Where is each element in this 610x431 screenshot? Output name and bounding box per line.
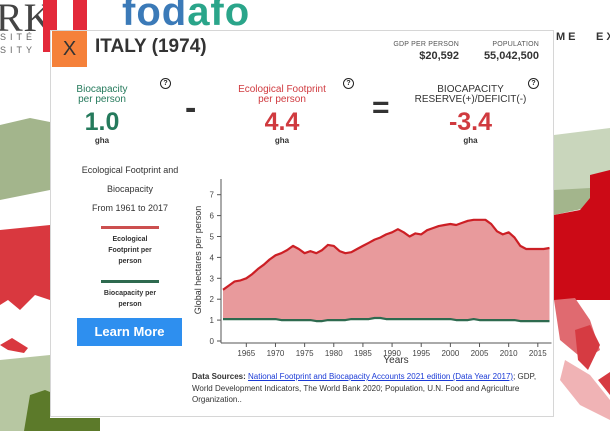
y-axis-label: Global hectares per person xyxy=(193,206,203,315)
biocapacity-legend-swatch xyxy=(101,280,159,283)
country-detail-modal: X ITALY (1974) GDP PER PERSON $20,592 PO… xyxy=(50,30,554,417)
svg-text:1970: 1970 xyxy=(267,349,285,358)
gdp-label: GDP PER PERSON xyxy=(393,41,459,48)
footprint-legend-swatch xyxy=(101,226,159,229)
population-value: 55,042,500 xyxy=(483,50,539,62)
chart-legend: Ecological Footprint and Biocapacity Fro… xyxy=(71,161,189,310)
nav-item-explore[interactable]: EX xyxy=(596,31,610,43)
reserve-metric: BIOCAPACITY RESERVE(+)/DEFICIT(-) -3.4 g… xyxy=(403,85,538,146)
svg-text:2010: 2010 xyxy=(500,349,518,358)
svg-text:1975: 1975 xyxy=(296,349,314,358)
svg-text:6: 6 xyxy=(210,212,215,221)
reserve-value: -3.4 xyxy=(448,108,493,136)
svg-text:1995: 1995 xyxy=(412,349,430,358)
svg-text:2000: 2000 xyxy=(441,349,459,358)
legend-title-3: From 1961 to 2017 xyxy=(91,203,169,213)
university-logo-sub2: SITY xyxy=(0,45,37,55)
svg-text:7: 7 xyxy=(210,191,215,200)
learn-more-button[interactable]: Learn More xyxy=(77,318,182,346)
svg-text:0: 0 xyxy=(210,337,215,346)
help-icon[interactable]: ? xyxy=(343,78,354,89)
biocapacity-value: 1.0 xyxy=(84,108,120,136)
svg-text:1: 1 xyxy=(210,316,215,325)
gdp-value: $20,592 xyxy=(419,50,459,62)
footprint-legend-label: Ecological Footprint per person xyxy=(108,236,152,265)
population-stat: POPULATION 55,042,500 xyxy=(484,41,539,62)
svg-text:1965: 1965 xyxy=(237,349,255,358)
svg-text:1985: 1985 xyxy=(354,349,372,358)
footprint-unit: gha xyxy=(274,136,290,145)
biocapacity-unit: gha xyxy=(94,136,110,145)
close-button[interactable]: X xyxy=(52,31,87,67)
deficit-area xyxy=(223,219,550,322)
data-sources: Data Sources: National Footprint and Bio… xyxy=(192,372,537,404)
svg-text:2015: 2015 xyxy=(529,349,547,358)
fodafo-logo[interactable]: fodafo xyxy=(122,0,251,34)
university-logo-sub1: SITÉ xyxy=(0,32,37,42)
svg-text:5: 5 xyxy=(210,233,215,242)
sources-link[interactable]: National Footprint and Biocapacity Accou… xyxy=(248,372,514,381)
svg-text:3: 3 xyxy=(210,274,215,283)
gdp-stat: GDP PER PERSON $20,592 xyxy=(393,41,459,62)
minus-operator: - xyxy=(185,89,197,127)
biocapacity-line xyxy=(223,316,550,323)
svg-text:2: 2 xyxy=(210,295,215,304)
modal-title: ITALY (1974) xyxy=(95,36,207,57)
svg-text:2005: 2005 xyxy=(471,349,489,358)
footprint-biocapacity-chart: 0 1 2 3 4 5 6 7 1965 1970 1975 1980 1985 1990 1995 2000… xyxy=(193,179,552,366)
biocapacity-legend-label: Biocapacity per person xyxy=(103,290,157,308)
biocapacity-metric: Biocapacity per person 1.0 gha xyxy=(61,85,143,146)
help-icon[interactable]: ? xyxy=(160,78,171,89)
footprint-line xyxy=(222,218,550,291)
x-axis-label: Years xyxy=(383,355,408,366)
nav-item-home[interactable]: ME xyxy=(556,31,579,43)
population-label: POPULATION xyxy=(492,41,539,48)
reserve-unit: gha xyxy=(463,136,478,145)
equals-operator: = xyxy=(372,91,390,124)
help-icon[interactable]: ? xyxy=(528,78,539,89)
legend-title-2: Biocapacity xyxy=(106,184,154,194)
legend-title-1: Ecological Footprint and xyxy=(81,165,179,175)
svg-text:4: 4 xyxy=(210,253,215,262)
footprint-metric: Ecological Footprint per person 4.4 gha xyxy=(227,85,337,146)
svg-text:1980: 1980 xyxy=(325,349,343,358)
svg-text:1990: 1990 xyxy=(383,349,401,358)
footprint-value: 4.4 xyxy=(264,108,300,136)
